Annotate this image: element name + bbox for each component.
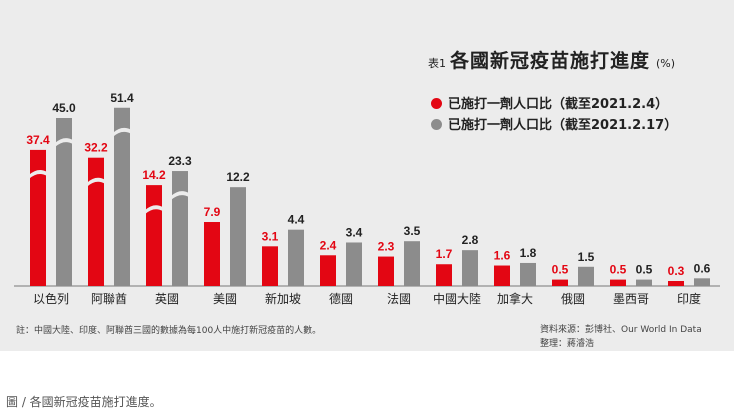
bar-feb4 xyxy=(146,185,162,286)
bar-feb17 xyxy=(114,107,130,286)
axis-break-mark xyxy=(87,177,105,187)
data-label: 37.4 xyxy=(26,133,50,147)
title-main: 各國新冠疫苗施打進度 xyxy=(450,50,651,72)
chart-title: 表1 各國新冠疫苗施打進度 (%) xyxy=(428,46,675,73)
legend-label-feb17: 已施打一劑人口比（截至2021.2.17） xyxy=(448,118,678,133)
bar-feb4 xyxy=(552,279,568,286)
bar-feb17 xyxy=(288,229,304,286)
data-label: 45.0 xyxy=(52,101,76,115)
data-label: 1.8 xyxy=(520,246,537,260)
data-label: 12.2 xyxy=(226,170,250,184)
bar-feb4 xyxy=(204,222,220,286)
figure-caption: 圖 / 各國新冠疫苗施打進度。 xyxy=(6,395,162,409)
category-label: 德國 xyxy=(329,291,353,306)
data-label: 0.5 xyxy=(552,263,569,277)
category-label: 墨西哥 xyxy=(613,292,649,306)
category-label: 中國大陸 xyxy=(433,291,481,306)
bar-feb17 xyxy=(694,278,710,286)
data-label: 14.2 xyxy=(142,168,166,182)
bar-feb17 xyxy=(56,118,72,286)
title-prefix: 表1 xyxy=(428,57,446,70)
category-label: 以色列 xyxy=(33,292,69,306)
bar-feb17 xyxy=(346,242,362,286)
legend-red-dot-icon xyxy=(431,98,442,109)
bar-feb17 xyxy=(230,187,246,286)
data-label: 0.6 xyxy=(694,261,711,275)
bar-feb4 xyxy=(320,255,336,286)
category-label: 印度 xyxy=(677,291,701,306)
data-label: 3.4 xyxy=(346,225,363,239)
axis-break-mark xyxy=(145,205,163,215)
data-label: 3.1 xyxy=(262,229,279,243)
bar-feb4 xyxy=(262,246,278,286)
category-label: 阿聯酋 xyxy=(91,291,127,306)
category-label: 英國 xyxy=(155,292,179,306)
data-label: 7.9 xyxy=(204,205,221,219)
data-label: 0.3 xyxy=(668,264,685,278)
axis-break-mark xyxy=(55,138,73,147)
editor-line: 整理：蔣濬浩 xyxy=(540,339,595,349)
bar-feb4 xyxy=(30,149,46,286)
data-label: 51.4 xyxy=(110,91,134,105)
legend-label-feb4: 已施打一劑人口比（截至2021.2.4） xyxy=(448,97,669,112)
title-unit: (%) xyxy=(656,57,676,70)
data-label: 23.3 xyxy=(168,154,192,168)
data-label: 3.5 xyxy=(404,224,421,238)
bar-chart: 37.4 45.0 以色列 32.2 51.4 阿聯酋 14.223.3 英國 7.9 12.2 美… xyxy=(14,91,720,306)
bar-feb4 xyxy=(494,265,510,286)
bar-feb17 xyxy=(578,266,594,286)
data-label: 0.5 xyxy=(610,263,627,277)
data-label: 2.8 xyxy=(462,233,479,247)
source-block: 資料來源：彭博社、Our World In Data 整理：蔣濬浩 xyxy=(540,323,702,351)
data-label: 4.4 xyxy=(288,213,305,227)
bar-feb4 xyxy=(668,281,684,286)
category-label: 俄國 xyxy=(561,292,585,306)
source-line: 資料來源：彭博社、Our World In Data xyxy=(540,325,702,335)
axis-break-mark xyxy=(113,127,131,137)
axis-break-mark xyxy=(29,169,47,179)
legend-item-feb17: 已施打一劑人口比（截至2021.2.17） xyxy=(431,114,677,133)
bar-feb4 xyxy=(610,279,626,286)
data-label: 1.5 xyxy=(578,250,595,264)
bar-feb17 xyxy=(462,250,478,286)
bar-feb17 xyxy=(404,241,420,286)
legend-item-feb4: 已施打一劑人口比（截至2021.2.4） xyxy=(431,93,668,112)
data-label: 2.3 xyxy=(378,240,395,254)
data-label: 1.6 xyxy=(494,249,511,263)
footnote: 註：中國大陸、印度、阿聯酋三國的數據為每100人中施打新冠疫苗的人數。 xyxy=(16,326,322,336)
bar-feb17 xyxy=(520,262,536,286)
category-label: 新加坡 xyxy=(265,291,301,306)
bar-feb4 xyxy=(378,256,394,286)
category-label: 加拿大 xyxy=(497,291,533,306)
legend-gray-dot-icon xyxy=(431,119,442,130)
data-label: 2.4 xyxy=(320,238,337,252)
bar-feb4 xyxy=(436,264,452,286)
data-label: 0.5 xyxy=(636,263,653,277)
data-label: 32.2 xyxy=(84,141,108,155)
bar-feb17 xyxy=(172,171,188,286)
chart-panel: 37.4 45.0 以色列 32.2 51.4 阿聯酋 14.2 23.3 英國 7.9 12.2 美… xyxy=(0,0,734,351)
data-label: 1.7 xyxy=(436,247,453,261)
bar-feb17 xyxy=(636,279,652,286)
axis-break-mark xyxy=(171,191,189,201)
category-label: 法國 xyxy=(387,292,411,306)
bar-feb4 xyxy=(88,157,104,286)
category-label: 美國 xyxy=(213,292,237,306)
